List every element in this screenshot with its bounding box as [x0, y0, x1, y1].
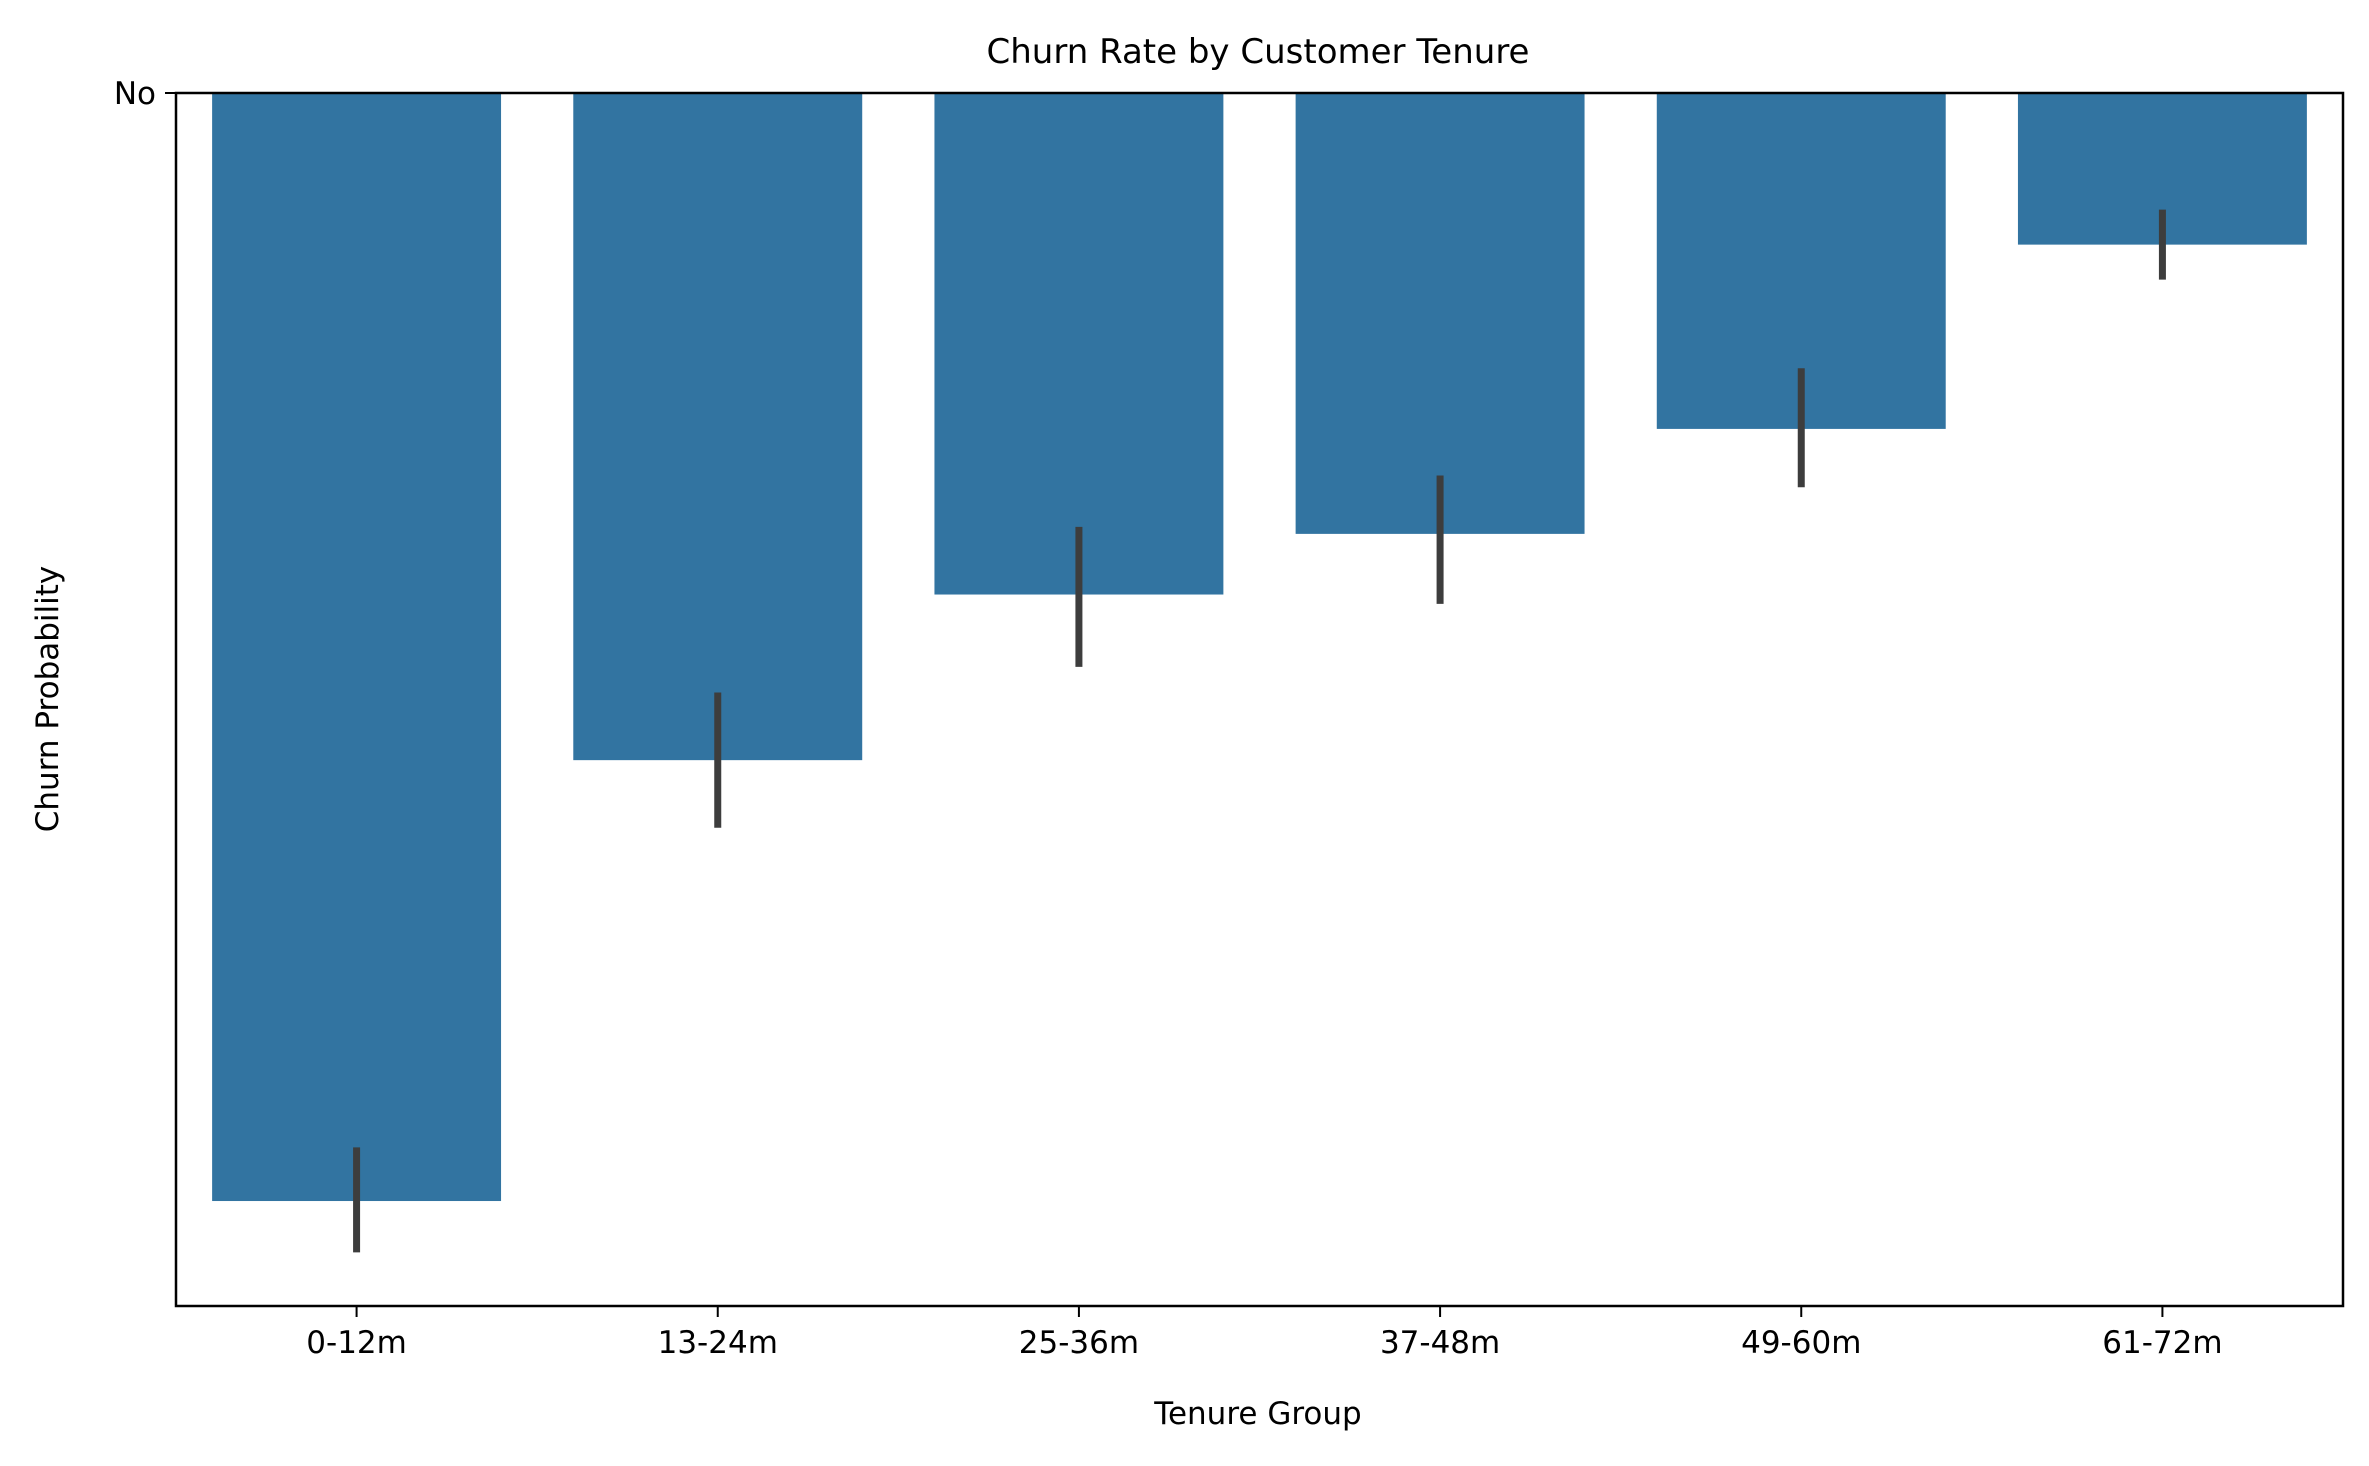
y-axis-ticks: No: [114, 76, 176, 112]
x-tick-label-49-60m: 49-60m: [1741, 1325, 1861, 1361]
x-tick-label-13-24m: 13-24m: [658, 1325, 778, 1361]
x-axis-ticks: 0-12m 13-24m 25-36m 37-48m 49-60m 61-72m: [306, 1306, 2223, 1361]
bar-13-24m: [573, 93, 863, 761]
x-tick-label-25-36m: 25-36m: [1019, 1325, 1139, 1361]
plot-frame: [174, 91, 2345, 1308]
error-bars-group: [353, 209, 2166, 1253]
x-tick-label-0-12m: 0-12m: [306, 1325, 407, 1361]
bar-25-36m: [934, 93, 1224, 595]
y-axis-label: Churn Probability: [30, 566, 66, 833]
x-tick-label-61-72m: 61-72m: [2102, 1325, 2222, 1361]
bar-0-12m: [212, 93, 502, 1202]
bar-37-48m: [1295, 93, 1585, 534]
chart-title: Churn Rate by Customer Tenure: [987, 32, 1530, 72]
x-axis-label: Tenure Group: [1153, 1396, 1361, 1432]
y-tick-label-No: No: [114, 76, 156, 112]
bars-group: [212, 93, 2307, 1202]
x-tick-label-37-48m: 37-48m: [1380, 1325, 1500, 1361]
